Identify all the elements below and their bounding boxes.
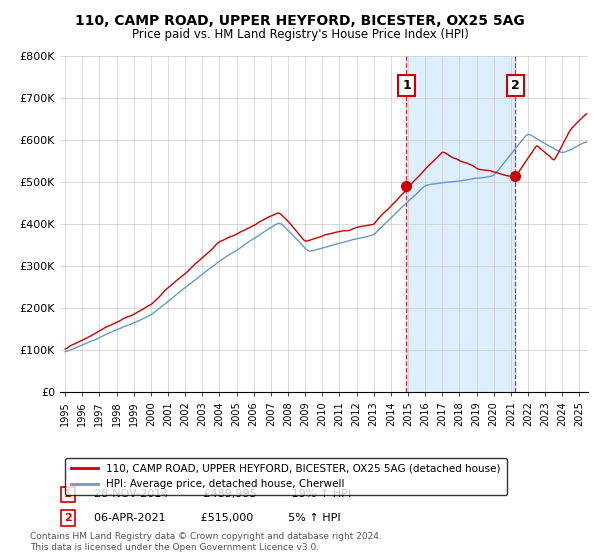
Text: 06-APR-2021          £515,000          5% ↑ HPI: 06-APR-2021 £515,000 5% ↑ HPI — [94, 513, 341, 523]
Legend: 110, CAMP ROAD, UPPER HEYFORD, BICESTER, OX25 5AG (detached house), HPI: Average: 110, CAMP ROAD, UPPER HEYFORD, BICESTER,… — [65, 458, 506, 496]
Text: 1: 1 — [64, 489, 72, 500]
Text: 1: 1 — [402, 79, 411, 92]
Text: 2: 2 — [64, 513, 72, 523]
Text: 28-NOV-2014          £489,995          19% ↑ HPI: 28-NOV-2014 £489,995 19% ↑ HPI — [94, 489, 352, 500]
Text: Contains HM Land Registry data © Crown copyright and database right 2024.
This d: Contains HM Land Registry data © Crown c… — [30, 532, 382, 552]
Text: Price paid vs. HM Land Registry's House Price Index (HPI): Price paid vs. HM Land Registry's House … — [131, 28, 469, 41]
Text: 110, CAMP ROAD, UPPER HEYFORD, BICESTER, OX25 5AG: 110, CAMP ROAD, UPPER HEYFORD, BICESTER,… — [75, 14, 525, 28]
Text: 2: 2 — [511, 79, 520, 92]
Bar — [406, 56, 515, 392]
